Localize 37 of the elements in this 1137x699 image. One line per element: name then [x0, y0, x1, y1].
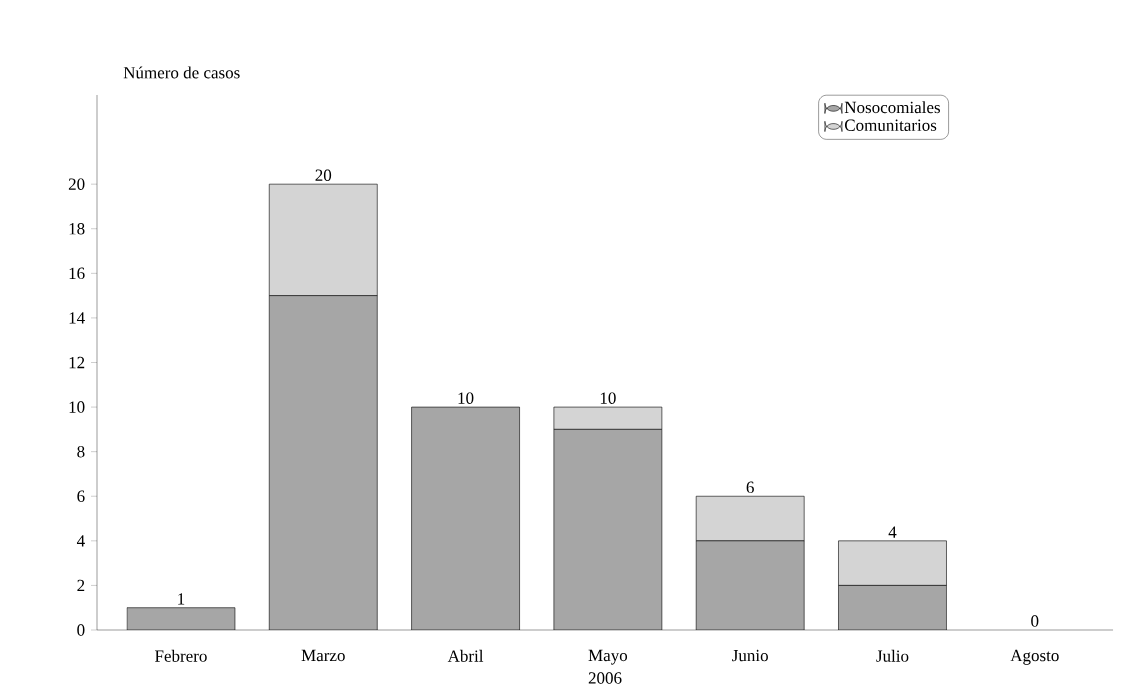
total-label: 6 — [746, 481, 754, 494]
legend-label: Nosocomiales — [844, 101, 940, 114]
y-tick-label: 16 — [69, 267, 85, 280]
bar — [411, 407, 520, 630]
bar — [553, 406, 663, 430]
bar — [695, 495, 805, 542]
bar — [553, 429, 662, 630]
x-tick-label: Mayo — [588, 649, 628, 665]
y-tick-label: 8 — [77, 445, 85, 458]
y-tick-label: 2 — [77, 579, 85, 592]
y-tick-label: 4 — [76, 535, 85, 547]
y-axis-title: Número de casos — [123, 66, 240, 79]
total-label: 4 — [888, 526, 897, 538]
total-label: 0 — [1031, 615, 1039, 627]
y-tick-label: 14 — [69, 312, 85, 324]
total-label: 1 — [178, 593, 185, 605]
x-axis-title: 2006 — [588, 672, 622, 684]
x-tick-label: Junio — [732, 649, 768, 662]
y-tick-label: 12 — [69, 356, 85, 369]
x-tick-label: Abril — [447, 649, 484, 662]
y-tick-label: 10 — [69, 401, 85, 413]
y-tick-label: 20 — [68, 178, 85, 190]
bar — [696, 540, 805, 630]
y-tick-label: 0 — [77, 624, 85, 636]
bar — [269, 295, 378, 630]
bar — [838, 585, 947, 630]
x-tick-label: Marzo — [301, 649, 345, 662]
y-tick-label: 6 — [77, 490, 85, 502]
x-tick-label: Agosto — [1010, 649, 1059, 665]
x-tick-label: Febrero — [155, 649, 207, 662]
y-tick-label: 18 — [69, 223, 85, 235]
total-label: 10 — [600, 392, 616, 404]
x-tick-label: Julio — [876, 649, 909, 662]
bar — [126, 607, 235, 630]
total-label: 10 — [458, 392, 474, 404]
total-label: 20 — [315, 169, 332, 181]
legend-label: Comunitarios — [844, 119, 937, 131]
